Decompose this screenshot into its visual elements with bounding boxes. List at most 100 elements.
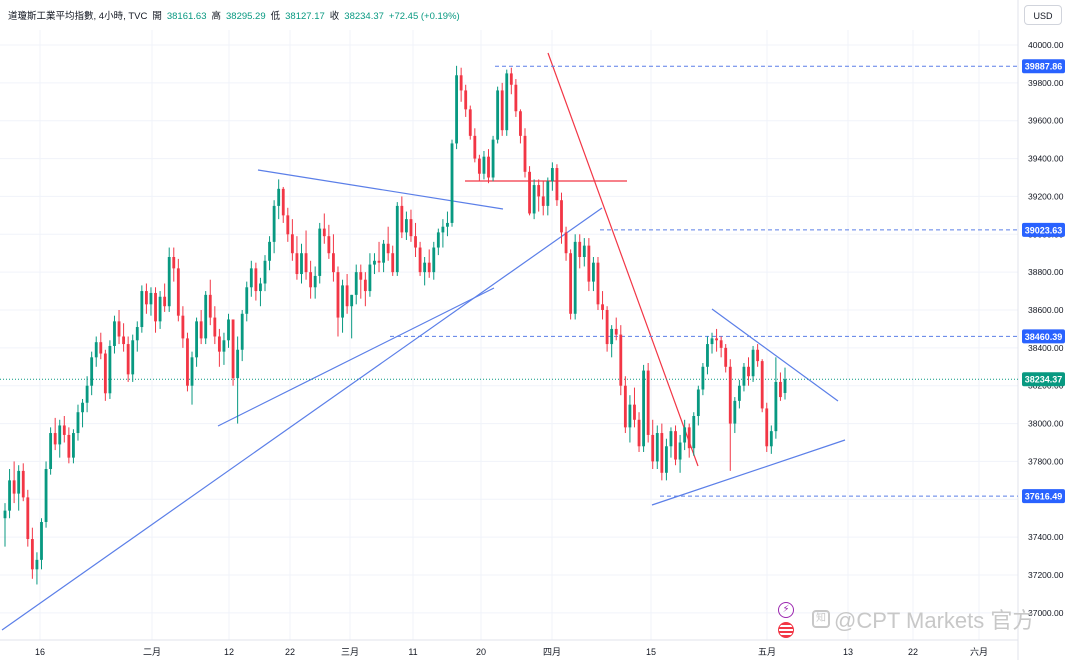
candle-body xyxy=(628,404,632,428)
candle xyxy=(587,238,591,292)
candle xyxy=(30,527,34,579)
candle-body xyxy=(17,470,21,494)
candle-body xyxy=(21,470,25,498)
candle-body xyxy=(300,253,303,275)
candle-body xyxy=(601,304,604,310)
candle xyxy=(719,336,723,358)
watermark: 知 @CPT Markets 官方 xyxy=(812,603,1034,635)
candle-body xyxy=(737,385,741,401)
candle-body xyxy=(140,291,144,328)
candle xyxy=(423,257,427,286)
candle xyxy=(528,166,531,216)
candle xyxy=(217,328,221,367)
candle xyxy=(765,402,769,452)
candle-body xyxy=(619,334,623,386)
y-tick-label: 37200.00 xyxy=(1028,570,1064,580)
candle-body xyxy=(94,342,98,358)
candle xyxy=(336,266,340,337)
candle xyxy=(605,306,609,352)
candle xyxy=(304,230,308,280)
candle-body xyxy=(382,243,386,263)
candle xyxy=(733,397,737,434)
trend-line xyxy=(651,439,846,506)
candle xyxy=(85,376,89,413)
candle-body xyxy=(354,272,358,295)
candle-body xyxy=(158,296,162,322)
candle xyxy=(163,283,167,312)
candle-body xyxy=(414,236,417,248)
candle xyxy=(696,385,700,426)
candle-body xyxy=(614,328,618,335)
candle-body xyxy=(391,253,395,273)
candle-body xyxy=(167,257,171,307)
candle-body xyxy=(368,264,372,292)
candle-body xyxy=(272,205,276,242)
candle xyxy=(628,395,632,443)
candle xyxy=(550,162,554,191)
downtrend-line xyxy=(547,52,699,467)
candle-body xyxy=(199,321,203,339)
candle xyxy=(715,328,718,352)
candle-body xyxy=(40,522,43,560)
candle xyxy=(386,226,390,261)
candle xyxy=(446,211,449,237)
candle-body xyxy=(418,247,422,273)
x-tick-label: 20 xyxy=(476,647,486,657)
candle xyxy=(728,359,732,471)
trend-line xyxy=(217,287,495,427)
candle-body xyxy=(231,319,235,379)
candle-body xyxy=(724,347,728,367)
candle xyxy=(432,241,436,280)
candle-body xyxy=(154,292,157,322)
candle xyxy=(154,287,157,333)
candle xyxy=(58,419,62,458)
candle xyxy=(172,247,176,282)
candle xyxy=(345,274,349,314)
candle-body xyxy=(117,321,121,337)
candle-body xyxy=(436,232,440,248)
candle-body xyxy=(651,434,655,462)
candle-body xyxy=(286,215,290,235)
lightning-icon[interactable]: ⚡ xyxy=(778,602,794,618)
candle-body xyxy=(655,433,659,462)
candle-body xyxy=(304,253,308,273)
candle-body xyxy=(509,73,513,85)
x-tick-label: 13 xyxy=(843,647,853,657)
candle-body xyxy=(44,469,48,522)
candle-body xyxy=(386,243,390,254)
candle xyxy=(623,376,627,434)
us-flag-icon[interactable] xyxy=(778,622,794,638)
candle xyxy=(122,323,126,352)
x-tick-label: 12 xyxy=(224,647,234,657)
price-label: 38460.39 xyxy=(1025,332,1063,342)
trend-line xyxy=(1,207,603,631)
candle xyxy=(473,128,477,163)
candle-body xyxy=(99,342,103,354)
candle-body xyxy=(213,317,217,337)
candle-body xyxy=(692,416,696,449)
candle xyxy=(158,291,162,329)
y-tick-label: 39600.00 xyxy=(1028,116,1064,126)
currency-button[interactable]: USD xyxy=(1024,5,1062,25)
candle-body xyxy=(582,245,586,257)
candle xyxy=(395,202,399,276)
candle-body xyxy=(633,404,636,420)
candle xyxy=(26,489,30,547)
candle xyxy=(149,287,153,316)
candle-body xyxy=(404,219,408,233)
candle-body xyxy=(701,366,705,390)
candle-body xyxy=(715,338,718,341)
candle-body xyxy=(519,111,522,136)
candle-body xyxy=(491,139,495,178)
candle xyxy=(706,336,709,375)
x-tick-label: 四月 xyxy=(543,647,561,657)
candle-body xyxy=(596,262,600,305)
candle xyxy=(131,334,135,382)
candle-body xyxy=(423,262,427,273)
open-label: 開 xyxy=(152,11,162,22)
candle xyxy=(487,149,490,184)
candle-body xyxy=(30,539,34,570)
high-label: 高 xyxy=(211,11,221,22)
candle-body xyxy=(409,219,413,237)
